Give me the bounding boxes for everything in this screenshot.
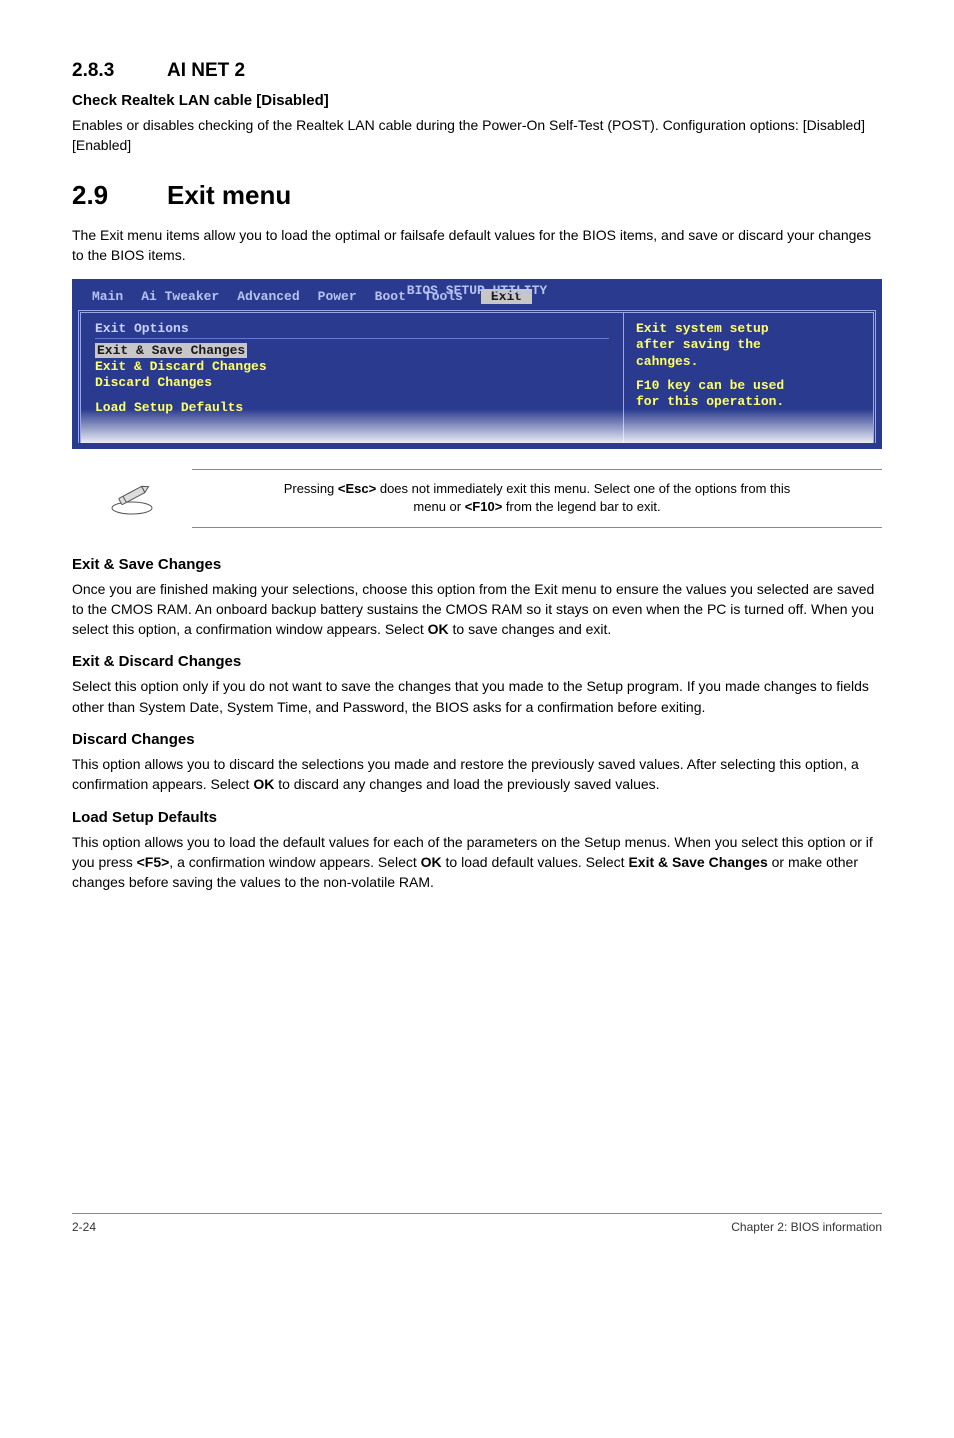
intro-29: The Exit menu items allow you to load th… [72,225,882,266]
note-l2a: menu or [413,499,464,514]
section-heading-283: 2.8.3AI NET 2 [72,60,882,82]
para-discard: This option allows you to discard the se… [72,754,882,795]
bios-body: Exit Options Exit & Save Changes Exit & … [78,310,876,443]
txt3: to load default values. Select [442,854,629,870]
note-esc: <Esc> [338,481,376,496]
bios-right-pane: Exit system setup after saving the cahng… [624,313,873,443]
para-load-defaults: This option allows you to load the defau… [72,832,882,893]
para-exit-save: Once you are finished making your select… [72,579,882,640]
section-number-29: 2.9 [72,180,167,211]
page-footer: 2-24 Chapter 2: BIOS information [72,1213,882,1234]
bios-left-pane: Exit Options Exit & Save Changes Exit & … [81,313,624,443]
section-number: 2.8.3 [72,60,167,82]
txt-esc: Exit & Save Changes [628,854,767,870]
bios-row-exit-discard: Exit & Discard Changes [95,359,609,374]
pencil-note-icon [109,476,155,516]
note-f10: <F10> [465,499,503,514]
bios-tab-boot: Boot [375,289,406,304]
para-exit-discard: Select this option only if you do not wa… [72,676,882,717]
body-283: Enables or disables checking of the Real… [72,115,882,156]
heading-load-defaults: Load Setup Defaults [72,809,882,826]
bios-tab-main: Main [92,289,123,304]
bios-tab-power: Power [318,289,357,304]
heading-discard: Discard Changes [72,731,882,748]
section-heading-29: 2.9Exit menu [72,180,882,211]
bios-left-header: Exit Options [95,321,609,336]
txt-ok: OK [253,776,274,792]
bios-separator [95,338,609,339]
note-text: Pressing <Esc> does not immediately exit… [192,469,882,527]
footer-page-num: 2-24 [72,1220,96,1234]
bios-help-l3: cahnges. [636,354,861,370]
heading-exit-discard: Exit & Discard Changes [72,653,882,670]
bios-menubar: BIOS SETUP UTILITY Main Ai Tweaker Advan… [78,285,876,310]
bios-row-discard: Discard Changes [95,375,609,390]
note-l1a: Pressing [284,481,338,496]
txt2: , a confirmation window appears. Select [169,854,420,870]
heading-exit-save: Exit & Save Changes [72,556,882,573]
txt2: to discard any changes and load the prev… [274,776,659,792]
footer-chapter: Chapter 2: BIOS information [731,1220,882,1234]
txt-ok: OK [428,621,449,637]
note-l1c: does not immediately exit this menu. Sel… [376,481,790,496]
note-l2c: from the legend bar to exit. [502,499,660,514]
section-title: AI NET 2 [167,60,245,81]
txt-ok: OK [421,854,442,870]
bios-help-l1: Exit system setup [636,321,861,337]
bios-screenshot: BIOS SETUP UTILITY Main Ai Tweaker Advan… [72,279,882,449]
bios-help-l4: F10 key can be used [636,378,861,394]
note-block: Pressing <Esc> does not immediately exit… [72,469,882,527]
txt2: to save changes and exit. [449,621,612,637]
bios-tab-ai: Ai Tweaker [141,289,219,304]
txt-f5: <F5> [137,854,170,870]
bios-tab-advanced: Advanced [237,289,299,304]
bios-help-l2: after saving the [636,337,861,353]
section-title-29: Exit menu [167,180,291,210]
note-icon-wrap [72,476,192,521]
bios-title: BIOS SETUP UTILITY [407,283,547,298]
bios-help-l5: for this operation. [636,394,861,410]
bios-row-exit-save: Exit & Save Changes [95,343,247,358]
subheading-check-lan: Check Realtek LAN cable [Disabled] [72,92,882,109]
bios-row-load-defaults: Load Setup Defaults [95,400,609,415]
